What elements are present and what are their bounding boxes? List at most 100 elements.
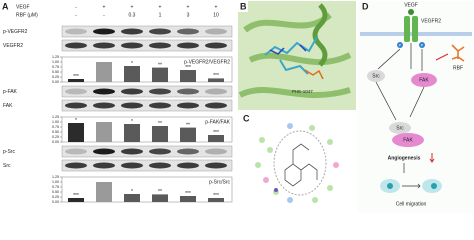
treatment-level: 0.3 [129, 12, 136, 18]
node-label: FAK [403, 137, 413, 143]
blot-band [93, 42, 115, 49]
down-arrow [429, 153, 435, 163]
blot-label: VEGFR2 [3, 43, 23, 49]
residue [309, 125, 315, 131]
y-tick-label: 1.25 [52, 55, 59, 59]
chart-title: p-Src/Src [209, 179, 230, 185]
blot-band [65, 162, 87, 169]
blot-band [149, 88, 171, 95]
blot-band [149, 28, 171, 35]
bar [68, 79, 84, 82]
blot-band [65, 102, 87, 109]
blot-band [121, 28, 143, 35]
bar [96, 122, 112, 142]
y-tick-label: 0.25 [52, 75, 59, 79]
bar [68, 123, 84, 142]
treatment-level: 10 [213, 12, 219, 18]
blot [61, 99, 233, 112]
blot [61, 25, 233, 38]
bar [152, 194, 168, 202]
residue [327, 185, 333, 191]
blot-band [177, 162, 199, 169]
ligand-structure [284, 143, 318, 187]
treatment-label: VEGF [16, 4, 30, 10]
residue [259, 137, 265, 143]
significance: ** [186, 122, 190, 128]
y-tick-label: 1.00 [52, 180, 59, 184]
bar [96, 182, 112, 202]
chart-title: p-VEGFR2/VEGFR2 [184, 59, 230, 65]
treatment-level: - [75, 12, 77, 18]
significance: * [131, 61, 133, 67]
blot-band [93, 28, 115, 35]
blot-band [121, 42, 143, 49]
phospho-site [419, 42, 425, 48]
treatment-level: - [75, 4, 77, 10]
y-tick-label: 0.75 [52, 65, 59, 69]
significance: ** [158, 62, 162, 68]
blot-label: FAK [3, 103, 13, 109]
node-label: FAK [419, 77, 429, 83]
treatment-level: + [131, 4, 134, 10]
bar [208, 198, 224, 202]
bar [68, 198, 84, 202]
blot-band [65, 88, 87, 95]
treatment-label: RBF (μM) [16, 12, 38, 18]
inhibition-line [435, 53, 449, 61]
page: B PHE-1047 C D VEGF V [2, 1, 472, 213]
bar [180, 196, 196, 202]
bar [152, 67, 168, 82]
significance: ** [158, 189, 162, 195]
y-tick-label: 0.25 [52, 135, 59, 139]
blot [61, 159, 233, 172]
node [367, 70, 385, 82]
ligand-label: VEGF [404, 2, 418, 8]
node [411, 73, 437, 87]
blot-band [93, 162, 115, 169]
phospho-site [397, 42, 403, 48]
receptor-label: VEGFR2 [421, 18, 441, 24]
blot-band [205, 162, 227, 169]
receptor [412, 16, 418, 42]
y-tick-label: 0.25 [52, 195, 59, 199]
y-tick-label: 0.00 [52, 80, 59, 84]
y-tick-label: 0.00 [52, 140, 59, 144]
phospho-label: P [421, 43, 424, 48]
blot-band [177, 88, 199, 95]
blot-band [177, 28, 199, 35]
residue-label: PHE-1047 [292, 89, 313, 94]
significance: *** [73, 193, 79, 199]
significance: *** [185, 191, 191, 197]
significance: * [131, 189, 133, 195]
blot-band [121, 88, 143, 95]
treatment-level: + [215, 4, 218, 10]
panel-c: C [238, 112, 356, 213]
treatment-level: 1 [159, 12, 162, 18]
panel-label: C [243, 113, 250, 123]
inhibitor-icon [451, 44, 465, 62]
residue-circles [255, 123, 339, 203]
y-tick-label: 0.50 [52, 130, 59, 134]
residue [255, 162, 261, 168]
blot-band [93, 148, 115, 155]
blot [61, 145, 233, 158]
blot [61, 39, 233, 52]
blot-band [121, 102, 143, 109]
phospho-label: P [399, 43, 402, 48]
result-label: Cell migration [396, 201, 427, 207]
figure: B PHE-1047 C D VEGF V [2, 1, 472, 213]
interaction-background [238, 112, 356, 213]
receptor [404, 16, 410, 42]
y-tick-label: 0.50 [52, 70, 59, 74]
blot-band [65, 28, 87, 35]
significance: ** [158, 121, 162, 127]
blot-band [65, 42, 87, 49]
cell-nucleus [431, 183, 437, 189]
bar [180, 70, 196, 82]
significance: *** [213, 193, 219, 199]
blot-band [93, 102, 115, 109]
outcome-label: Angiogenesis [388, 155, 421, 161]
panel-a: VEGF - + + + + + RBF (μM) - - 0.3 1 3 10 p-VEGFR2 VEGFR… [3, 4, 233, 204]
blot-band [121, 162, 143, 169]
blot-band [205, 148, 227, 155]
